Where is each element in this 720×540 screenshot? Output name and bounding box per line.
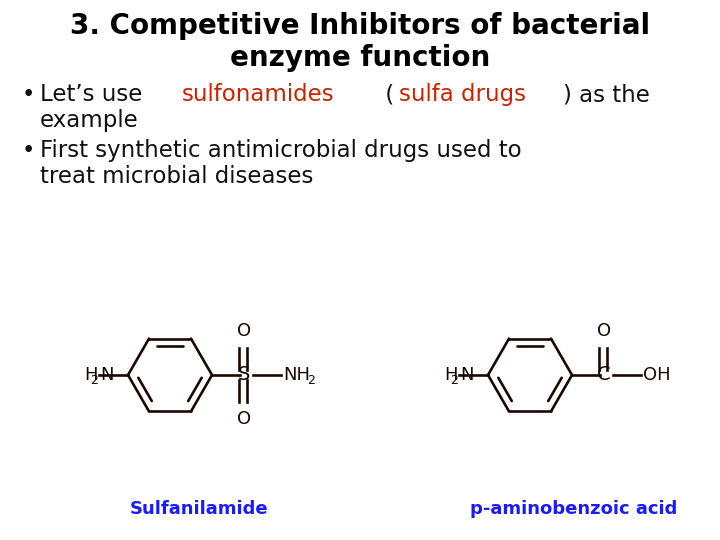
Text: Let’s use: Let’s use [40,83,150,106]
Text: C: C [597,366,611,384]
Text: 3. Competitive Inhibitors of bacterial: 3. Competitive Inhibitors of bacterial [70,12,650,40]
Text: OH: OH [643,366,670,384]
Text: H: H [84,366,98,384]
Text: (: ( [379,83,395,106]
Text: enzyme function: enzyme function [230,44,490,72]
Text: Sulfanilamide: Sulfanilamide [130,500,269,518]
Text: First synthetic antimicrobial drugs used to: First synthetic antimicrobial drugs used… [40,139,521,162]
Text: N: N [460,366,474,384]
Text: •: • [22,83,35,106]
Text: O: O [237,322,251,340]
Text: example: example [40,109,139,132]
Text: 2: 2 [450,375,458,388]
Text: N: N [100,366,114,384]
Text: NH: NH [283,366,310,384]
Text: H: H [444,366,458,384]
Text: 2: 2 [307,375,315,388]
Text: 2: 2 [90,375,98,388]
Text: O: O [597,322,611,340]
Text: p-aminobenzoic acid: p-aminobenzoic acid [470,500,678,518]
Text: treat microbial diseases: treat microbial diseases [40,165,313,188]
Text: O: O [237,410,251,428]
Text: sulfonamides: sulfonamides [181,83,334,106]
Text: ) as the: ) as the [563,83,650,106]
Text: sulfa drugs: sulfa drugs [400,83,526,106]
Text: S: S [238,366,250,384]
Text: •: • [22,139,35,162]
